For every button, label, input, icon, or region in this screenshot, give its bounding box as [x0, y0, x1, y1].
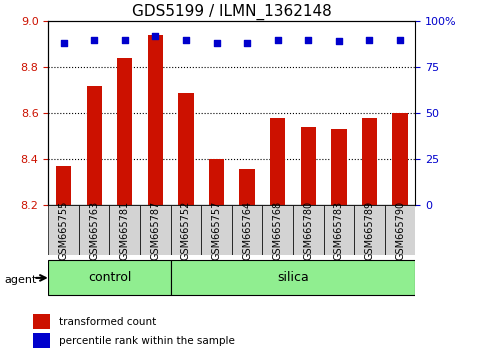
Point	[213, 40, 220, 46]
Text: GSM665764: GSM665764	[242, 200, 252, 260]
Text: transformed count: transformed count	[59, 317, 156, 327]
Text: GSM665768: GSM665768	[273, 200, 283, 260]
Text: GSM665763: GSM665763	[89, 200, 99, 260]
Bar	[33, 314, 50, 329]
Text: GSM665780: GSM665780	[303, 200, 313, 260]
Bar	[86, 86, 102, 205]
Point	[335, 39, 343, 44]
Bar	[148, 35, 163, 205]
Text: control: control	[88, 272, 131, 284]
Text: GSM665781: GSM665781	[120, 200, 130, 260]
Point	[152, 33, 159, 39]
FancyBboxPatch shape	[140, 205, 170, 255]
Text: GSM665783: GSM665783	[334, 200, 344, 260]
FancyBboxPatch shape	[324, 205, 354, 255]
Point	[274, 37, 282, 42]
Bar	[331, 130, 347, 205]
Bar	[178, 93, 194, 205]
Bar	[33, 333, 50, 348]
FancyBboxPatch shape	[354, 205, 385, 255]
FancyBboxPatch shape	[201, 205, 232, 255]
Bar	[300, 127, 316, 205]
Point	[60, 40, 68, 46]
Point	[182, 37, 190, 42]
Point	[121, 37, 128, 42]
Point	[366, 37, 373, 42]
Text: silica: silica	[277, 272, 309, 284]
Text: GSM665755: GSM665755	[58, 200, 69, 260]
Text: agent: agent	[5, 275, 37, 285]
Point	[90, 37, 98, 42]
FancyBboxPatch shape	[110, 205, 140, 255]
Text: GSM665752: GSM665752	[181, 200, 191, 260]
Point	[396, 37, 404, 42]
Text: GSM665787: GSM665787	[150, 200, 160, 260]
FancyBboxPatch shape	[293, 205, 324, 255]
Title: GDS5199 / ILMN_1362148: GDS5199 / ILMN_1362148	[132, 4, 332, 20]
Text: percentile rank within the sample: percentile rank within the sample	[59, 336, 235, 346]
Text: GSM665790: GSM665790	[395, 200, 405, 260]
FancyBboxPatch shape	[262, 205, 293, 255]
FancyBboxPatch shape	[232, 205, 262, 255]
Bar	[117, 58, 132, 205]
FancyBboxPatch shape	[79, 205, 110, 255]
FancyBboxPatch shape	[385, 205, 415, 255]
FancyBboxPatch shape	[170, 261, 415, 295]
Text: GSM665757: GSM665757	[212, 200, 222, 260]
Bar	[209, 159, 224, 205]
Bar	[56, 166, 71, 205]
Bar	[270, 118, 285, 205]
Text: GSM665789: GSM665789	[365, 200, 374, 260]
FancyBboxPatch shape	[48, 261, 170, 295]
Bar	[240, 169, 255, 205]
Bar	[362, 118, 377, 205]
FancyBboxPatch shape	[48, 205, 79, 255]
FancyBboxPatch shape	[170, 205, 201, 255]
Point	[243, 40, 251, 46]
Bar	[393, 113, 408, 205]
Point	[304, 37, 312, 42]
